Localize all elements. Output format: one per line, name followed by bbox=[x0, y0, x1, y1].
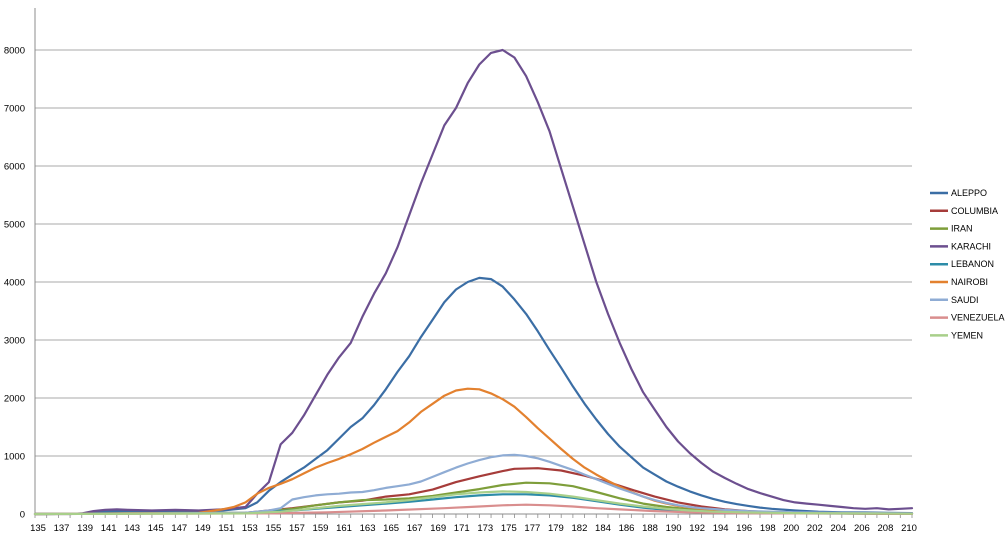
x-tick-label: 198 bbox=[760, 523, 776, 534]
legend-item: IRAN bbox=[930, 224, 973, 234]
series-lines bbox=[33, 48, 914, 516]
gridlines bbox=[35, 49, 912, 457]
legend-item: ALEPPO bbox=[930, 188, 987, 198]
x-tick-label: 173 bbox=[477, 523, 493, 534]
x-tick-label: 196 bbox=[736, 523, 752, 534]
y-tick-label: 7000 bbox=[4, 104, 25, 115]
y-tick-label: 8000 bbox=[4, 46, 25, 57]
x-tick-label: 169 bbox=[430, 523, 446, 534]
x-tick-label: 208 bbox=[878, 523, 894, 534]
y-tick-label: 3000 bbox=[4, 336, 25, 347]
x-tick-label: 143 bbox=[124, 523, 140, 534]
x-tick-label: 135 bbox=[30, 523, 46, 534]
x-tick-label: 155 bbox=[265, 523, 281, 534]
x-tick-label: 186 bbox=[619, 523, 635, 534]
legend-item: VENEZUELA bbox=[930, 313, 1005, 323]
series-line-yemen bbox=[33, 490, 914, 516]
x-tick-label: 202 bbox=[807, 523, 823, 534]
x-tick-label: 153 bbox=[242, 523, 258, 534]
x-tick-label: 192 bbox=[689, 523, 705, 534]
x-tick-label: 188 bbox=[642, 523, 658, 534]
x-tick-label: 204 bbox=[830, 523, 846, 534]
y-tick-label: 1000 bbox=[4, 452, 25, 463]
x-tick-label: 175 bbox=[501, 523, 517, 534]
legend-label: KARACHI bbox=[951, 241, 991, 251]
y-tick-label: 6000 bbox=[4, 162, 25, 173]
x-tick-label: 210 bbox=[901, 523, 917, 534]
x-tick-label: 145 bbox=[148, 523, 164, 534]
x-tick-label: 157 bbox=[289, 523, 305, 534]
y-tick-label: 0 bbox=[20, 510, 25, 521]
legend-label: SAUDI bbox=[951, 295, 979, 305]
legend-item: NAIROBI bbox=[930, 277, 988, 287]
x-tick-label: 149 bbox=[195, 523, 211, 534]
y-axis-ticks: 0 1000 2000 3000 4000 5000 6000 7000 8000 bbox=[4, 46, 25, 521]
x-tick-label: 177 bbox=[524, 523, 540, 534]
legend-label: LEBANON bbox=[951, 259, 994, 269]
axes bbox=[34, 8, 912, 515]
x-tick-label: 184 bbox=[595, 523, 611, 534]
x-tick-label: 137 bbox=[54, 523, 70, 534]
x-tick-label: 190 bbox=[666, 523, 682, 534]
x-tick-label: 161 bbox=[336, 523, 352, 534]
x-tick-label: 151 bbox=[218, 523, 234, 534]
x-tick-label: 179 bbox=[548, 523, 564, 534]
x-tick-label: 141 bbox=[101, 523, 117, 534]
x-tick-label: 200 bbox=[783, 523, 799, 534]
legend-item: KARACHI bbox=[930, 241, 991, 251]
legend-label: NAIROBI bbox=[951, 277, 988, 287]
x-tick-label: 139 bbox=[77, 523, 93, 534]
x-tick-label: 206 bbox=[854, 523, 870, 534]
x-tick-label: 167 bbox=[407, 523, 423, 534]
legend: ALEPPO COLUMBIA IRAN KARACHI LEBANON NAIROBI S… bbox=[930, 188, 1005, 340]
series-line-saudi bbox=[33, 453, 914, 516]
x-tick-label: 171 bbox=[454, 523, 470, 534]
legend-item: SAUDI bbox=[930, 295, 979, 305]
legend-item: COLUMBIA bbox=[930, 206, 998, 216]
legend-label: ALEPPO bbox=[951, 188, 987, 198]
x-tick-label: 182 bbox=[572, 523, 588, 534]
x-tick-label: 159 bbox=[313, 523, 329, 534]
x-tick-label: 163 bbox=[360, 523, 376, 534]
x-axis-ticks: 135 137 139 141 143 145 147 149 151 153 155 157 159 1… bbox=[30, 514, 917, 534]
x-tick-label: 165 bbox=[383, 523, 399, 534]
legend-label: IRAN bbox=[951, 224, 973, 234]
x-tick-label: 147 bbox=[171, 523, 187, 534]
y-tick-label: 2000 bbox=[4, 394, 25, 405]
series-line-venezuela bbox=[33, 503, 914, 516]
series-line-karachi bbox=[33, 48, 914, 516]
legend-item: LEBANON bbox=[930, 259, 994, 269]
x-tick-label: 194 bbox=[713, 523, 729, 534]
y-tick-label: 4000 bbox=[4, 278, 25, 289]
y-tick-label: 5000 bbox=[4, 220, 25, 231]
legend-label: COLUMBIA bbox=[951, 206, 998, 216]
legend-item: YEMEN bbox=[930, 330, 983, 340]
legend-label: VENEZUELA bbox=[951, 313, 1005, 323]
legend-label: YEMEN bbox=[951, 330, 983, 340]
